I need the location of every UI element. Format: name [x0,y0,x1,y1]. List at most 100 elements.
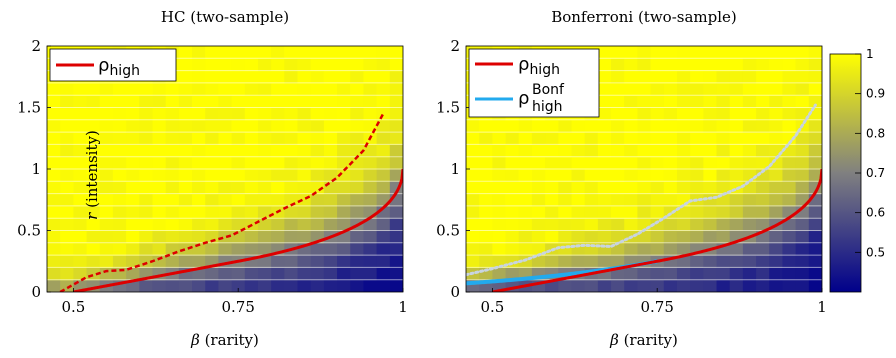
heatmap-cell [531,119,546,133]
heatmap-cell [350,205,365,219]
heatmap-cell [676,169,691,182]
heatmap-cell [624,169,639,182]
heatmap-cell [73,242,88,256]
heatmap-cell [47,95,61,109]
x-axis-label: β (rarity) [190,331,259,349]
heatmap-cell [808,82,822,96]
heatmap-cell [756,46,770,59]
heatmap-cell [545,230,559,244]
heatmap-cell [47,193,61,207]
heatmap-cell [611,82,625,96]
heatmap-cell [323,255,338,268]
heatmap-cell [99,107,114,121]
heatmap-cell [650,279,665,292]
heatmap-cell [126,230,140,244]
heatmap-cell [323,193,338,207]
heatmap-cell [337,218,351,232]
heatmap-cell [663,218,678,232]
heatmap-cell [558,193,573,207]
heatmap-cell [756,255,770,268]
heatmap-cell [297,218,312,232]
heatmap-cell [690,205,704,219]
heatmap-cell [86,119,101,133]
heatmap-cell [742,119,757,133]
heatmap-cell [337,242,351,256]
heatmap-cell [650,70,665,84]
heatmap-cell [389,95,403,109]
heatmap-cell [178,193,193,207]
y-tick-label: 0 [31,283,41,301]
heatmap-cell [244,181,259,195]
heatmap-cell [624,132,639,145]
heatmap-cell [205,107,220,121]
heatmap-cell [531,218,546,232]
x-tick-label: 1 [817,298,827,316]
heatmap-cell [178,218,193,232]
heatmap-cell [284,58,299,72]
heatmap-cell [47,82,61,96]
heatmap-cell [650,95,665,109]
heatmap-cell [769,169,784,182]
heatmap-cell [244,107,259,121]
heatmap-cell [769,255,784,268]
heatmap-cell [126,205,140,219]
heatmap-cell [676,156,691,170]
heatmap-cell [795,144,810,158]
heatmap-cell [389,107,403,121]
heatmap-cell [624,242,639,256]
heatmap-cell [650,181,665,195]
heatmap-cell [637,205,652,219]
heatmap-cell [597,70,612,84]
heatmap-cell [139,193,154,207]
heatmap-cell [650,119,665,133]
y-axis-ticks: 0 0.5 1 1.5 2 [17,37,51,301]
heatmap-cell [650,242,665,256]
heatmap-cell [350,169,365,182]
heatmap-cell [218,193,233,207]
heatmap-cell [782,193,797,207]
heatmap-cell [218,267,233,281]
heatmap-cell [389,242,403,256]
heatmap-cell [73,169,88,182]
heatmap-cell [231,46,246,59]
heatmap-cell [257,242,272,256]
y-tick-label: 1 [450,160,460,178]
heatmap-cell [769,119,784,133]
heatmap-cell [795,132,810,145]
heatmap-cell [376,119,391,133]
heatmap-cell [271,267,285,281]
heatmap-cell [350,132,365,145]
heatmap-cell [479,169,493,182]
heatmap-cell [808,279,822,292]
heatmap-cell [545,156,559,170]
heatmap-cell [310,119,325,133]
heatmap-cell [611,107,625,121]
heatmap-cell [284,156,299,170]
heatmap-cell [218,242,233,256]
heatmap-cell [597,181,612,195]
heatmap-cell [389,279,403,292]
heatmap-cell [782,181,797,195]
heatmap-cell [60,205,74,219]
heatmap-cell [531,144,546,158]
heatmap-cell [231,242,246,256]
colorbar: 0.5 0.6 0.7 0.8 0.9 1 [829,47,885,293]
heatmap-cell [99,255,114,268]
heatmap-cell [73,95,88,109]
heatmap-cell [389,144,403,158]
heatmap-cell [650,82,665,96]
heatmap-cell [729,46,744,59]
heatmap-cell [297,82,312,96]
heatmap-cell [690,181,704,195]
heatmap-cell [152,144,167,158]
heatmap-cell [690,46,704,59]
x-axis-text: (rarity) [200,331,259,349]
heatmap-cell [297,119,312,133]
heatmap-cell [756,82,770,96]
heatmap-cell [466,181,480,195]
heatmap-cell [597,169,612,182]
heatmap-cell [505,132,520,145]
heatmap-cell [257,255,272,268]
heatmap-cell [584,181,599,195]
heatmap-cell [337,279,351,292]
